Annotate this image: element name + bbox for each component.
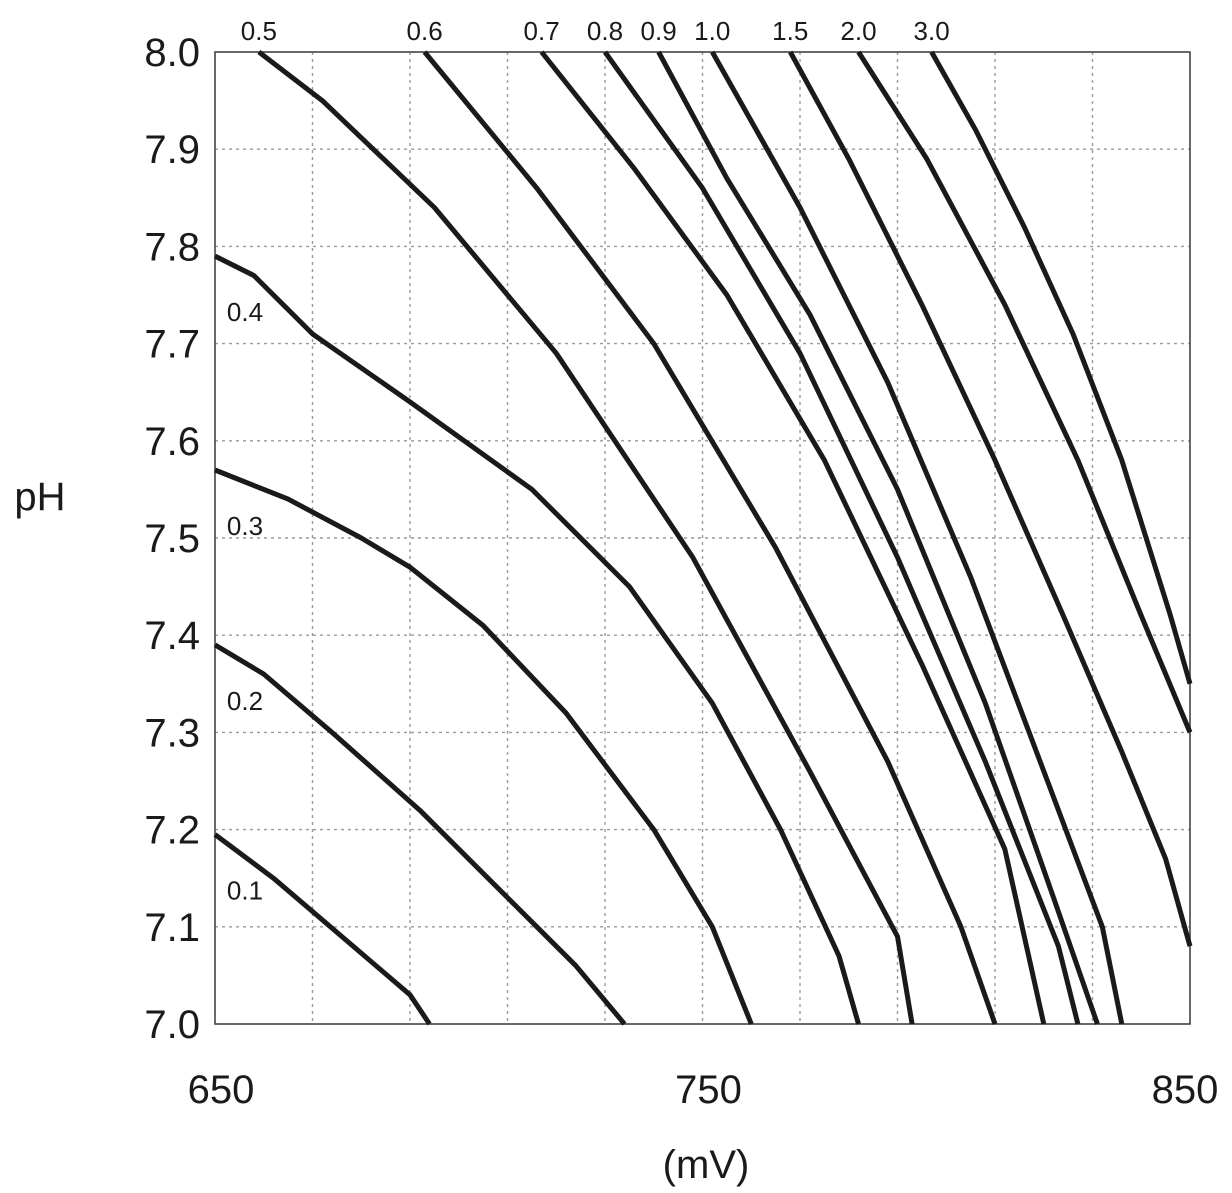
contour-line-3.0 (929, 50, 1193, 685)
contour-label-0.5: 0.5 (241, 16, 277, 46)
x-axis-ticks: 650 750 850 (188, 1068, 1219, 1112)
contour-line-0.9 (656, 50, 1100, 1025)
x-tick-label: 650 (188, 1068, 255, 1112)
y-tick-label: 7.2 (144, 809, 200, 853)
y-tick-label: 7.9 (144, 128, 200, 172)
contour-label-1.0: 1.0 (694, 16, 730, 46)
grid (215, 52, 1190, 1024)
y-tick-label: 7.5 (144, 517, 200, 561)
y-tick-label: 7.8 (144, 225, 200, 269)
y-tick-label: 8.0 (144, 31, 200, 75)
contour-label-0.4: 0.4 (227, 297, 263, 327)
contour-label-0.9: 0.9 (641, 16, 677, 46)
y-axis-ticks: 7.0 7.1 7.2 7.3 7.4 7.5 7.6 7.7 7.8 7.9 8.0 (144, 31, 200, 1047)
contour-line-0.8 (602, 50, 1081, 1025)
contour-label-3.0: 3.0 (914, 16, 950, 46)
contour-line-1.0 (710, 50, 1125, 1025)
contour-line-0.2 (213, 642, 627, 1026)
x-tick-label: 850 (1152, 1068, 1219, 1112)
contour-line-0.4 (213, 253, 861, 1025)
contour-line-0.3 (214, 467, 754, 1025)
contour-label-1.5: 1.5 (772, 16, 808, 46)
contour-lines (213, 50, 1193, 1026)
contour-line-0.5 (257, 50, 915, 1025)
x-tick-label: 750 (675, 1068, 742, 1112)
y-tick-label: 7.3 (144, 711, 200, 755)
contour-label-0.6: 0.6 (407, 16, 443, 46)
y-tick-label: 7.0 (144, 1003, 200, 1047)
x-axis-label: (mV) (663, 1143, 750, 1187)
y-tick-label: 7.7 (144, 323, 200, 367)
plot-frame (214, 51, 1191, 1025)
contour-line-1.5 (788, 50, 1193, 947)
contour-line-0.7 (539, 50, 1047, 1025)
contour-line-2.0 (856, 50, 1193, 734)
contour-label-0.7: 0.7 (524, 16, 560, 46)
contour-labels: 0.1 0.2 0.3 0.4 0.5 0.6 0.7 0.8 0.9 1.0 1.5 2.0 3.0 (227, 16, 950, 905)
y-tick-label: 7.1 (144, 906, 200, 950)
contour-label-0.2: 0.2 (227, 686, 263, 716)
y-axis-label: pH (14, 475, 65, 519)
contour-label-0.1: 0.1 (227, 875, 263, 905)
y-tick-label: 7.6 (144, 420, 200, 464)
contour-label-0.3: 0.3 (227, 511, 263, 541)
contour-label-0.8: 0.8 (587, 16, 623, 46)
y-tick-label: 7.4 (144, 614, 200, 658)
contour-line-0.6 (422, 50, 998, 1025)
contour-label-2.0: 2.0 (840, 16, 876, 46)
contour-line-0.1 (213, 832, 432, 1026)
